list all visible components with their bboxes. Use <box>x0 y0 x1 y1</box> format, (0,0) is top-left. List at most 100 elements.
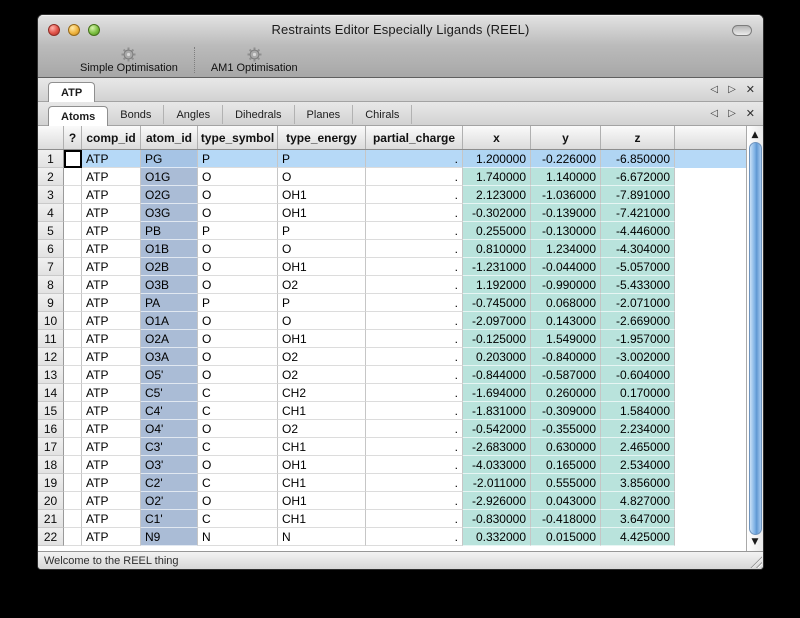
cell-x[interactable]: -0.302000 <box>463 204 531 222</box>
cell-z[interactable]: 2.465000 <box>601 438 675 456</box>
cell-comp-id[interactable]: ATP <box>82 366 141 384</box>
cell-y[interactable]: 0.068000 <box>531 294 601 312</box>
cell-q[interactable] <box>64 456 82 474</box>
minimize-window-button[interactable] <box>68 24 80 36</box>
cell-comp-id[interactable]: ATP <box>82 312 141 330</box>
cell-type-symbol[interactable]: O <box>198 204 278 222</box>
cell-atom-id[interactable]: O1B <box>141 240 198 258</box>
cell-partial-charge[interactable]: . <box>366 510 463 528</box>
tab-section-angles[interactable]: Angles <box>164 105 224 124</box>
cell-type-symbol[interactable]: O <box>198 312 278 330</box>
cell-y[interactable]: -0.139000 <box>531 204 601 222</box>
cell-x[interactable]: -0.542000 <box>463 420 531 438</box>
cell-type-symbol[interactable]: P <box>198 222 278 240</box>
cell-comp-id[interactable]: ATP <box>82 528 141 546</box>
cell-y[interactable]: 0.143000 <box>531 312 601 330</box>
cell-type-symbol[interactable]: C <box>198 402 278 420</box>
cell-z[interactable]: 3.647000 <box>601 510 675 528</box>
cell-x[interactable]: 0.255000 <box>463 222 531 240</box>
cell-type-symbol[interactable]: O <box>198 186 278 204</box>
cell-type-symbol[interactable]: O <box>198 420 278 438</box>
cell-type-symbol[interactable]: O <box>198 240 278 258</box>
cell-atom-id[interactable]: PB <box>141 222 198 240</box>
cell-y[interactable]: -0.990000 <box>531 276 601 294</box>
cell-x[interactable]: 2.123000 <box>463 186 531 204</box>
tab-close-icon[interactable]: ✕ <box>745 82 755 96</box>
cell-atom-id[interactable]: O1A <box>141 312 198 330</box>
tab-scroll-right-icon[interactable]: ▷ <box>728 83 736 95</box>
cell-q[interactable] <box>64 330 82 348</box>
cell-atom-id[interactable]: O2A <box>141 330 198 348</box>
cell-type-symbol[interactable]: O <box>198 276 278 294</box>
cell-type-energy[interactable]: P <box>278 294 366 312</box>
cell-type-symbol[interactable]: O <box>198 348 278 366</box>
cell-partial-charge[interactable]: . <box>366 348 463 366</box>
toolbar-toggle-button[interactable] <box>732 25 752 36</box>
cell-y[interactable]: -0.355000 <box>531 420 601 438</box>
toolbar-button-am1-optimisation[interactable]: AM1 Optimisation <box>195 44 314 77</box>
cell-q[interactable] <box>64 348 82 366</box>
cell-partial-charge[interactable]: . <box>366 402 463 420</box>
cell-z[interactable]: -4.304000 <box>601 240 675 258</box>
cell-y[interactable]: 0.165000 <box>531 456 601 474</box>
tab-section-atoms[interactable]: Atoms <box>48 106 109 126</box>
cell-comp-id[interactable]: ATP <box>82 402 141 420</box>
column-header-atom-id[interactable]: atom_id <box>141 126 198 149</box>
cell-type-energy[interactable]: OH1 <box>278 186 366 204</box>
tab-scroll-left-icon[interactable]: ◁ <box>710 107 719 119</box>
cell-atom-id[interactable]: C2' <box>141 474 198 492</box>
column-header-z[interactable]: z <box>601 126 675 149</box>
cell-z[interactable]: -0.604000 <box>601 366 675 384</box>
cell-x[interactable]: 0.810000 <box>463 240 531 258</box>
cell-z[interactable]: -7.891000 <box>601 186 675 204</box>
cell-z[interactable]: 3.856000 <box>601 474 675 492</box>
cell-comp-id[interactable]: ATP <box>82 222 141 240</box>
cell-atom-id[interactable]: O3' <box>141 456 198 474</box>
cell-partial-charge[interactable]: . <box>366 330 463 348</box>
cell-z[interactable]: 4.827000 <box>601 492 675 510</box>
cell-z[interactable]: -6.850000 <box>601 150 675 168</box>
cell-y[interactable]: -1.036000 <box>531 186 601 204</box>
row-number[interactable]: 15 <box>38 402 64 420</box>
row-number[interactable]: 3 <box>38 186 64 204</box>
tab-scroll-left-icon[interactable]: ◁ <box>710 83 719 95</box>
row-number[interactable]: 9 <box>38 294 64 312</box>
cell-atom-id[interactable]: PA <box>141 294 198 312</box>
cell-y[interactable]: -0.226000 <box>531 150 601 168</box>
cell-y[interactable]: 0.015000 <box>531 528 601 546</box>
cell-x[interactable]: -0.745000 <box>463 294 531 312</box>
cell-x[interactable]: -2.683000 <box>463 438 531 456</box>
cell-q[interactable] <box>64 366 82 384</box>
row-number[interactable]: 4 <box>38 204 64 222</box>
cell-atom-id[interactable]: O3B <box>141 276 198 294</box>
cell-y[interactable]: 1.140000 <box>531 168 601 186</box>
row-number[interactable]: 16 <box>38 420 64 438</box>
tab-section-planes[interactable]: Planes <box>295 105 354 124</box>
cell-y[interactable]: -0.840000 <box>531 348 601 366</box>
resize-grip-icon[interactable] <box>749 555 762 568</box>
cell-comp-id[interactable]: ATP <box>82 294 141 312</box>
cell-type-energy[interactable]: O2 <box>278 366 366 384</box>
cell-comp-id[interactable]: ATP <box>82 438 141 456</box>
cell-q[interactable] <box>64 258 82 276</box>
cell-q[interactable] <box>64 528 82 546</box>
cell-type-symbol[interactable]: C <box>198 510 278 528</box>
cell-type-symbol[interactable]: C <box>198 384 278 402</box>
tab-close-icon[interactable]: ✕ <box>745 106 755 120</box>
cell-comp-id[interactable]: ATP <box>82 276 141 294</box>
cell-q[interactable] <box>64 222 82 240</box>
tab-section-chirals[interactable]: Chirals <box>353 105 413 124</box>
cell-atom-id[interactable]: C3' <box>141 438 198 456</box>
cell-y[interactable]: -0.130000 <box>531 222 601 240</box>
cell-atom-id[interactable]: C4' <box>141 402 198 420</box>
row-number[interactable]: 5 <box>38 222 64 240</box>
cell-type-energy[interactable]: O2 <box>278 348 366 366</box>
cell-x[interactable]: -2.011000 <box>463 474 531 492</box>
cell-partial-charge[interactable]: . <box>366 528 463 546</box>
cell-type-energy[interactable]: O2 <box>278 276 366 294</box>
cell-x[interactable]: -2.097000 <box>463 312 531 330</box>
column-header-x[interactable]: x <box>463 126 531 149</box>
cell-partial-charge[interactable]: . <box>366 492 463 510</box>
cell-type-energy[interactable]: OH1 <box>278 456 366 474</box>
cell-partial-charge[interactable]: . <box>366 222 463 240</box>
